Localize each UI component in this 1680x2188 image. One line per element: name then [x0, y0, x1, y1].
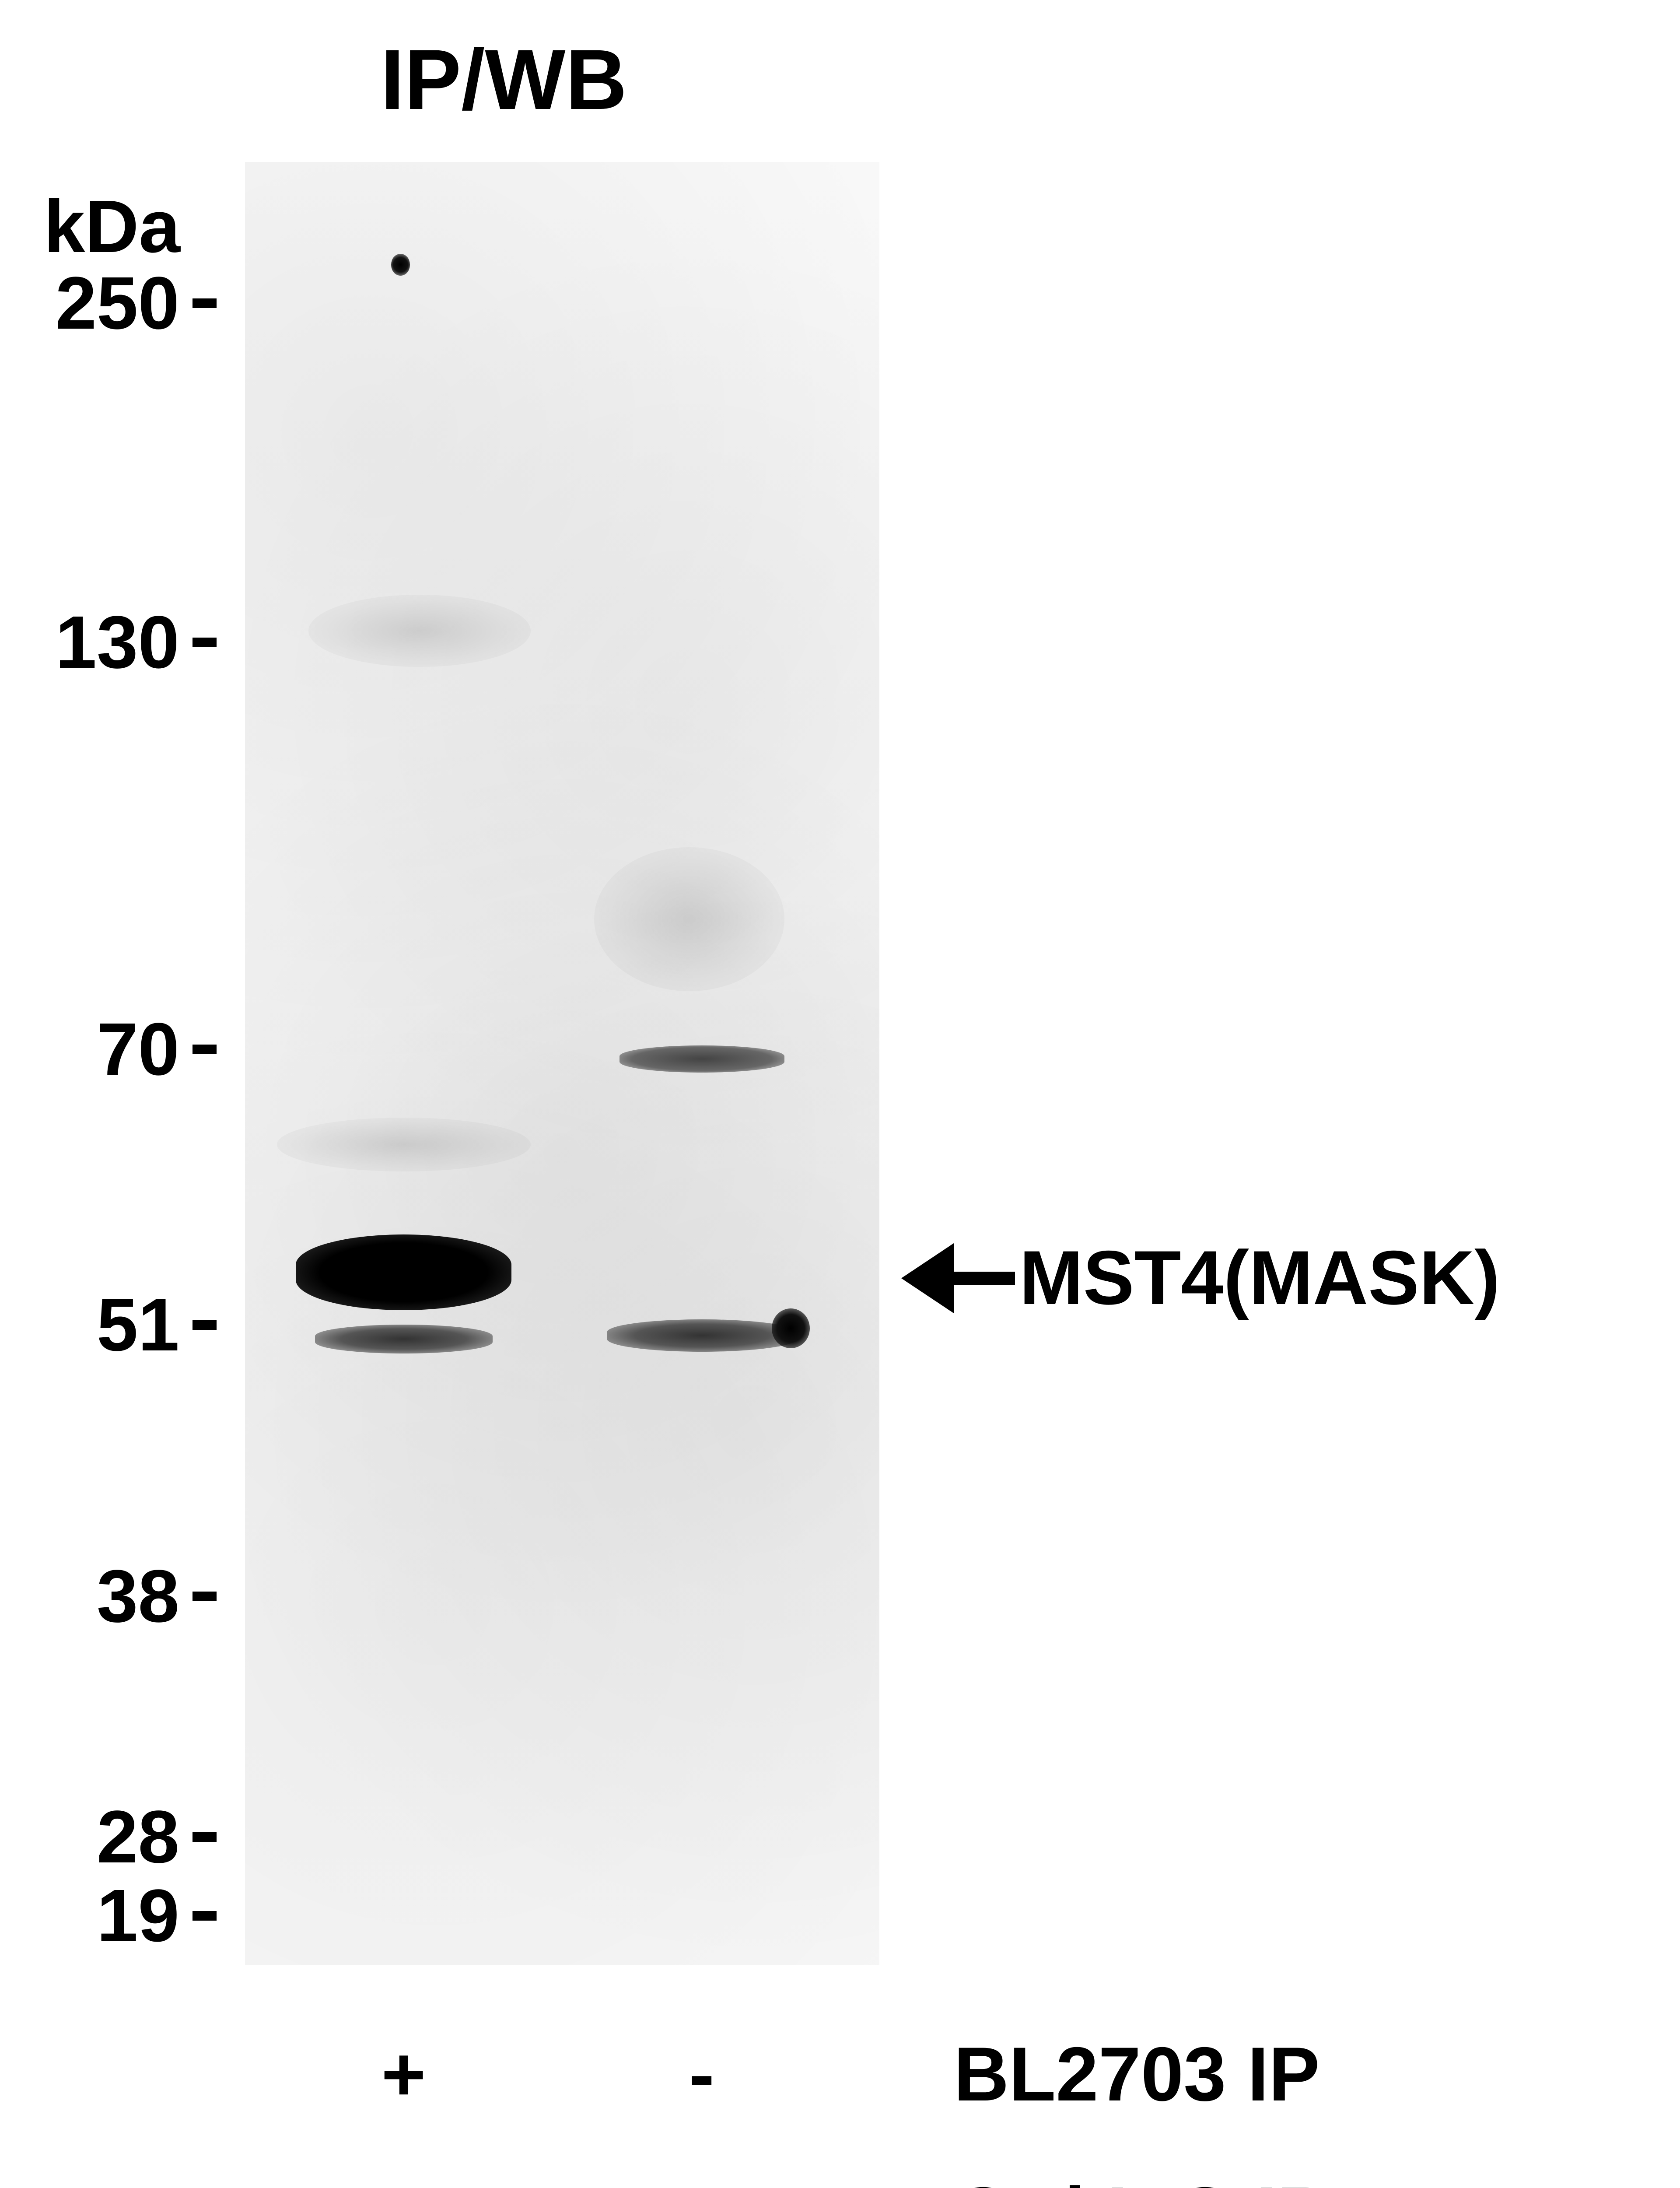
marker-value: 38	[26, 1553, 179, 1639]
figure-header: IP/WB	[381, 31, 627, 129]
marker-value: 28	[26, 1794, 179, 1880]
blot-smudge	[594, 847, 784, 992]
blot-background-texture	[245, 162, 879, 1965]
marker-tick	[192, 1045, 217, 1054]
nonspecific-band	[607, 1319, 797, 1352]
nonspecific-band	[315, 1325, 493, 1353]
marker-row: 19	[26, 1873, 217, 1959]
marker-value: 250	[26, 260, 179, 346]
nonspecific-band	[772, 1308, 810, 1348]
marker-value: 130	[26, 600, 179, 685]
condition-lane2-symbol: -	[662, 2030, 741, 2118]
marker-value: 19	[26, 1873, 179, 1959]
target-band	[296, 1234, 511, 1310]
arrow-shaft	[954, 1272, 1015, 1285]
marker-value: 70	[26, 1006, 179, 1092]
marker-tick	[192, 1320, 217, 1330]
arrow-left-icon	[901, 1243, 954, 1313]
blot-smudge	[277, 1118, 531, 1172]
marker-tick	[192, 1832, 217, 1842]
marker-tick	[192, 638, 217, 647]
condition-lane2-symbol: +	[662, 2170, 741, 2188]
marker-value: 51	[26, 1282, 179, 1368]
western-blot-figure: IP/WB kDa 250 130 70 51 38 2819 MST4(MASK) + -…	[0, 0, 1680, 2188]
marker-row: 38	[26, 1553, 217, 1639]
marker-row: 250	[26, 260, 217, 346]
condition-label: BL2703 IP	[954, 2030, 1320, 2118]
condition-lane1-symbol: -	[364, 2170, 443, 2188]
target-protein-label: MST4(MASK)	[1019, 1234, 1500, 1322]
marker-tick	[192, 298, 217, 308]
blot-smudge	[308, 595, 531, 667]
condition-lane1-symbol: +	[364, 2030, 443, 2118]
marker-row: 51	[26, 1282, 217, 1368]
nonspecific-band	[620, 1045, 784, 1073]
marker-row: 130	[26, 600, 217, 685]
condition-label: Ctrl IgG IP	[954, 2170, 1328, 2188]
blot-membrane	[245, 162, 879, 1965]
target-band-arrow: MST4(MASK)	[901, 1234, 1500, 1322]
marker-row: 70	[26, 1006, 217, 1092]
marker-tick	[192, 1592, 217, 1601]
marker-tick	[192, 1911, 217, 1921]
marker-row: 28	[26, 1794, 217, 1880]
kda-unit-label: kDa	[44, 184, 180, 270]
nonspecific-band	[391, 254, 410, 275]
